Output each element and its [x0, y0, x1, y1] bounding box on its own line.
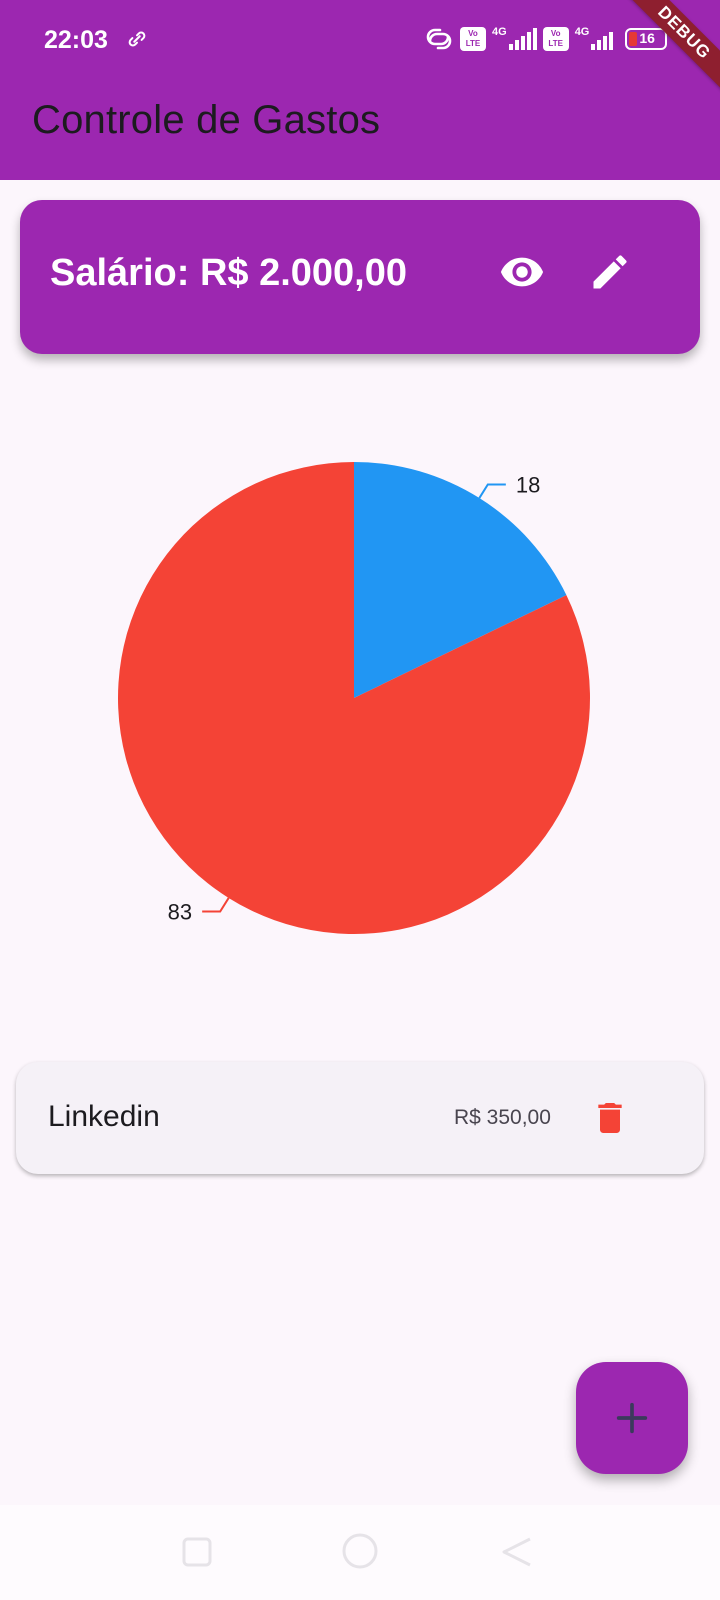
- pie-slice: [354, 462, 567, 698]
- salary-card: Salário: R$ 2.000,00: [20, 200, 700, 354]
- pie-leader-line: [478, 483, 506, 499]
- battery-level: 16: [639, 30, 655, 46]
- list-item[interactable]: Linkedin R$ 350,00: [16, 1062, 704, 1174]
- add-expense-button[interactable]: [576, 1362, 688, 1474]
- debug-banner: DEBUG: [604, 0, 720, 113]
- pie-slice: [118, 462, 591, 934]
- status-icons: Vo LTE 4G Vo LTE 4G 16: [424, 24, 668, 54]
- eye-icon: [500, 257, 544, 287]
- trash-icon: [598, 1103, 622, 1133]
- signal-icon: [508, 28, 537, 50]
- link-icon: [128, 31, 146, 47]
- pie-slice-label: 18: [516, 472, 540, 497]
- expense-name: Linkedin: [48, 1100, 160, 1133]
- network-type-label: 4G: [574, 26, 590, 38]
- status-time: 22:03: [44, 26, 108, 54]
- circle-icon[interactable]: [340, 1531, 380, 1571]
- app-bar: 22:03 Vo LTE 4G Vo LTE 4G 16 Contr: [0, 0, 720, 180]
- delete-expense-button[interactable]: [586, 1094, 634, 1142]
- hotspot-icon: [426, 28, 452, 50]
- pie-leader-line: [202, 897, 230, 913]
- pencil-icon: [593, 255, 627, 289]
- triangle-back-icon[interactable]: [500, 1535, 534, 1569]
- volte-badge: Vo LTE: [460, 27, 486, 51]
- page-title: Controle de Gastos: [32, 98, 381, 142]
- system-nav-bar: [0, 1505, 720, 1600]
- volte-badge: Vo LTE: [542, 27, 569, 51]
- toggle-visibility-button[interactable]: [494, 244, 550, 300]
- pie-slice-label: 83: [168, 900, 192, 925]
- edit-salary-button[interactable]: [582, 244, 638, 300]
- expense-value: R$ 350,00: [454, 1106, 551, 1129]
- network-type-label: 4G: [492, 26, 507, 38]
- signal-icon: [591, 28, 614, 50]
- plus-icon: [616, 1402, 648, 1434]
- salary-label: Salário: R$ 2.000,00: [50, 252, 407, 294]
- square-icon[interactable]: [180, 1535, 214, 1569]
- battery-icon: 16: [625, 28, 668, 50]
